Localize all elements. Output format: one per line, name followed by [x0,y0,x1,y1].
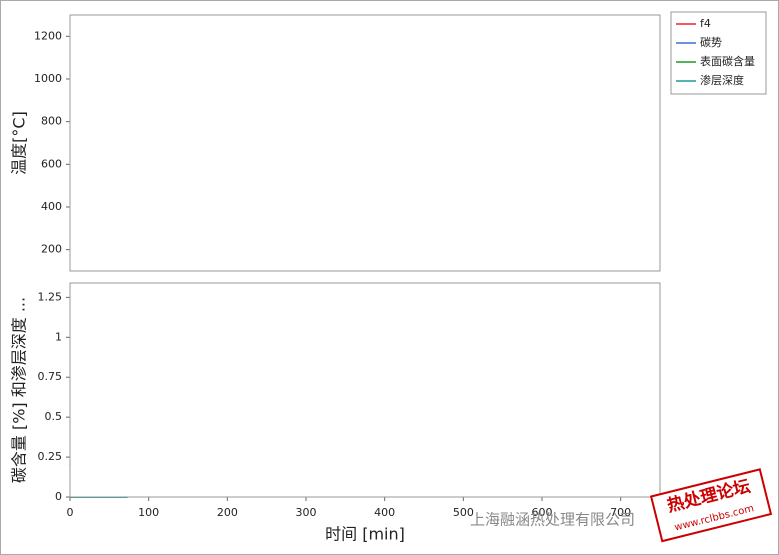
y-tick-label: 0.25 [38,450,63,463]
y-tick-label: 1.25 [38,290,63,303]
y-axis-label: 碳含量 [%] 和渗层深度 ... [10,297,29,483]
y-tick-label: 800 [41,115,62,128]
legend-label: f4 [700,17,711,30]
stamp-box [649,468,773,543]
legend-label: 表面碳含量 [700,54,755,68]
y-tick-label: 400 [41,200,62,213]
x-tick-label: 300 [296,506,317,519]
y-tick-label: 1 [55,330,62,343]
x-tick-label: 500 [453,506,474,519]
plot-area [69,14,661,272]
y-tick-label: 0 [55,490,62,503]
y-tick-label: 600 [41,157,62,170]
plot-area [69,282,661,498]
y-tick-label: 200 [41,243,62,256]
legend-label: 碳势 [700,35,722,49]
y-tick-label: 1000 [34,72,62,85]
x-tick-label: 100 [138,506,159,519]
x-tick-label: 400 [374,506,395,519]
x-tick-label: 200 [217,506,238,519]
watermark-company: 上海融涵热处理有限公司 [470,511,635,529]
y-tick-label: 0.75 [38,370,63,383]
x-axis-label: 时间 [min] [325,525,405,544]
y-axis-label: 温度[°C] [10,111,29,175]
y-tick-label: 1200 [34,29,62,42]
y-tick-label: 0.5 [45,410,63,423]
x-tick-label: 600 [532,506,553,519]
x-tick-label: 700 [610,506,631,519]
x-tick-label: 0 [67,506,74,519]
legend-label: 渗层深度 [700,73,744,87]
